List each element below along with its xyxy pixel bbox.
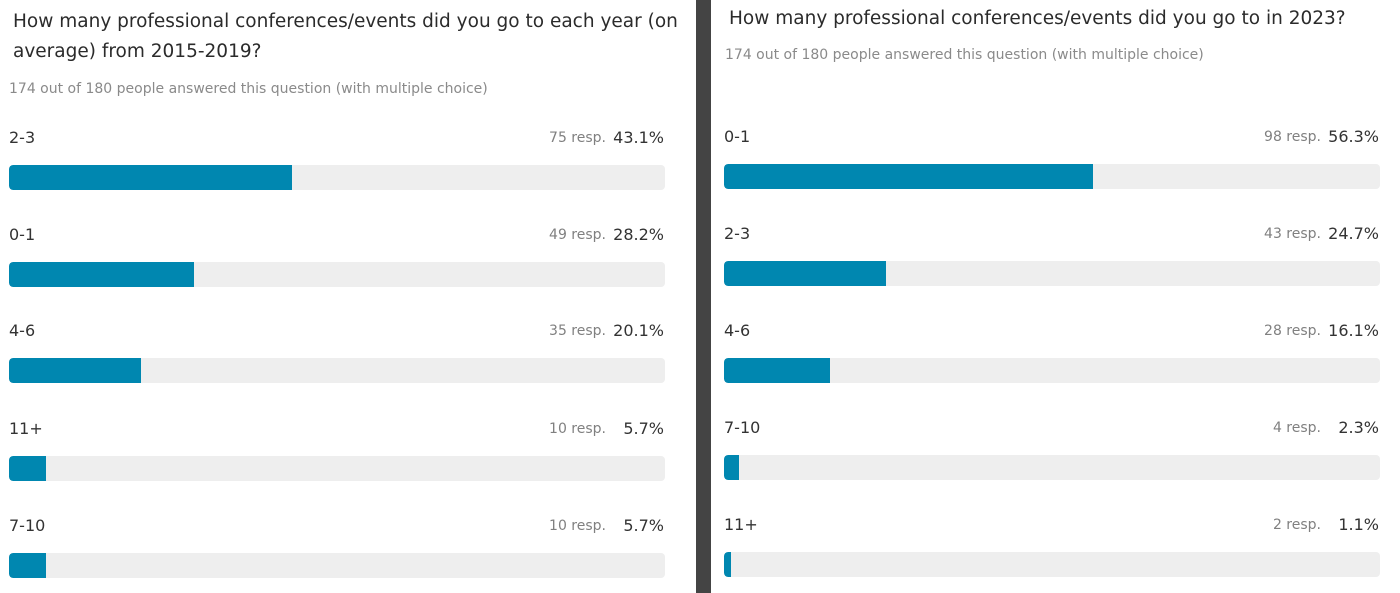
bar-fill: [9, 262, 194, 287]
response-percent: 24.7%: [1328, 224, 1379, 243]
response-count: 28 resp.: [1264, 323, 1321, 339]
answer-label: 7-10: [724, 418, 761, 437]
response-percent: 28.2%: [613, 225, 664, 244]
answer-label: 11+: [724, 515, 758, 534]
response-count: 10 resp.: [549, 518, 606, 534]
response-percent: 16.1%: [1328, 321, 1379, 340]
answer-row: 11+ 10 resp. 5.7%: [9, 419, 665, 481]
response-percent: 56.3%: [1328, 127, 1379, 146]
answer-count: 174 out of 180 people answered this ques…: [725, 47, 1204, 63]
response-percent: 2.3%: [1338, 418, 1379, 437]
answer-row: 2-3 43 resp. 24.7%: [724, 224, 1380, 286]
answer-row: 11+ 2 resp. 1.1%: [724, 515, 1380, 577]
response-percent: 5.7%: [623, 419, 664, 438]
answer-label: 11+: [9, 419, 43, 438]
bar-track: [724, 164, 1380, 189]
answer-label: 0-1: [9, 225, 36, 244]
bar-fill: [724, 358, 830, 383]
bar-fill: [9, 358, 141, 383]
bar-track: [724, 358, 1380, 383]
response-percent: 1.1%: [1338, 515, 1379, 534]
bar-fill: [9, 456, 47, 481]
answer-label: 7-10: [9, 516, 46, 535]
bar-track: [724, 552, 1380, 577]
response-count: 49 resp.: [549, 227, 606, 243]
answer-row: 0-1 49 resp. 28.2%: [9, 225, 665, 287]
answer-label: 0-1: [724, 127, 751, 146]
answer-label: 4-6: [9, 321, 36, 340]
answer-label: 4-6: [724, 321, 751, 340]
response-percent: 5.7%: [623, 516, 664, 535]
answer-row: 0-1 98 resp. 56.3%: [724, 127, 1380, 189]
bar-track: [724, 261, 1380, 286]
response-percent: 20.1%: [613, 321, 664, 340]
response-count: 35 resp.: [549, 323, 606, 339]
response-count: 2 resp.: [1272, 517, 1321, 533]
response-count: 75 resp.: [549, 130, 606, 146]
bar-fill: [724, 455, 740, 480]
answer-row: 7-10 4 resp. 2.3%: [724, 418, 1380, 480]
bar-track: [9, 358, 665, 383]
question-title: How many professional conferences/events…: [13, 11, 678, 62]
answer-row: 2-3 75 resp. 43.1%: [9, 128, 665, 190]
bar-fill: [9, 553, 47, 578]
bar-fill: [724, 552, 732, 577]
answer-row: 4-6 35 resp. 20.1%: [9, 321, 665, 383]
bar-track: [9, 165, 665, 190]
answer-row: 7-10 10 resp. 5.7%: [9, 516, 665, 578]
response-count: 4 resp.: [1272, 420, 1321, 436]
question-panel-2023: How many professional conferences/events…: [711, 0, 1400, 593]
response-count: 10 resp.: [549, 421, 606, 437]
response-percent: 43.1%: [613, 128, 664, 147]
bar-track: [724, 455, 1380, 480]
question-title: How many professional conferences/events…: [729, 8, 1346, 29]
answer-label: 2-3: [724, 224, 751, 243]
bar-track: [9, 456, 665, 481]
panel-divider: [696, 0, 711, 593]
bar-track: [9, 262, 665, 287]
bar-track: [9, 553, 665, 578]
answer-count: 174 out of 180 people answered this ques…: [9, 81, 488, 97]
response-count: 43 resp.: [1264, 226, 1321, 242]
response-count: 98 resp.: [1264, 129, 1321, 145]
answer-label: 2-3: [9, 128, 36, 147]
bar-fill: [9, 165, 292, 190]
bar-fill: [724, 261, 887, 286]
question-panel-2015-2019: How many professional conferences/events…: [0, 0, 696, 593]
bar-fill: [724, 164, 1094, 189]
answer-row: 4-6 28 resp. 16.1%: [724, 321, 1380, 383]
